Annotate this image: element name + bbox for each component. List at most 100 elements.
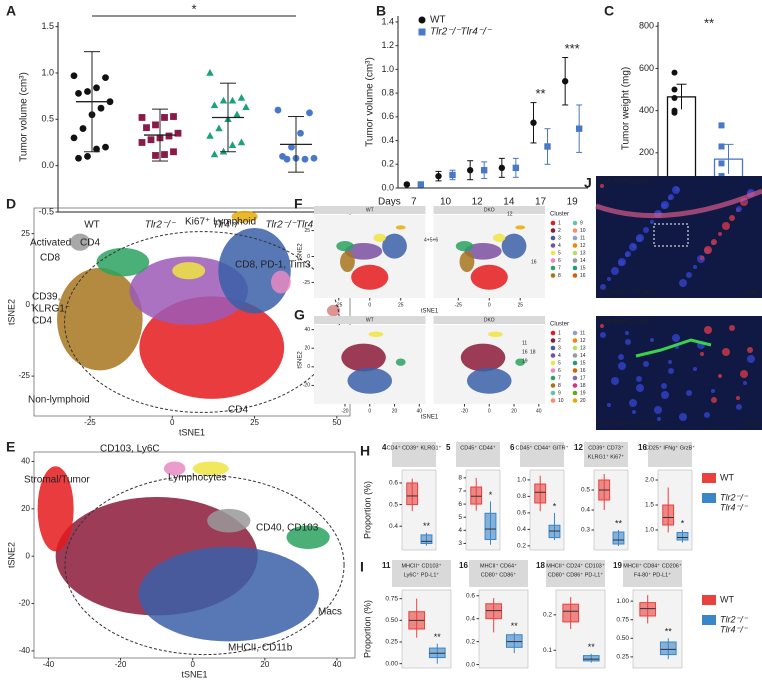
legend-swatch <box>572 243 578 248</box>
point <box>70 72 78 80</box>
y-tick-label: -40 <box>18 646 30 655</box>
point <box>403 181 411 188</box>
x-axis-label: tSNE1 <box>421 415 439 421</box>
legend-swatch <box>572 330 578 336</box>
legend-swatch <box>550 265 556 271</box>
facet-label: DKO <box>484 208 495 214</box>
legend-label: 2 <box>558 228 561 234</box>
legend-label: 14 <box>580 258 586 264</box>
legend-swatch <box>572 273 578 278</box>
legend-swatch <box>572 375 578 381</box>
y-tick-label: 0.4 <box>381 135 394 145</box>
legend-swatch <box>550 273 556 278</box>
point <box>310 154 318 162</box>
legend-label: 8 <box>558 273 561 279</box>
y-tick-label: 0.25 <box>385 639 398 646</box>
point <box>210 101 219 109</box>
point <box>242 103 250 110</box>
nucleus <box>668 194 674 200</box>
point <box>143 124 150 132</box>
legend-swatch <box>572 228 578 233</box>
y-tick-label: 0.3 <box>581 527 590 534</box>
nucleus <box>661 391 669 399</box>
nucleus <box>607 403 611 407</box>
scale-label: 50 µm <box>745 421 758 426</box>
cluster-cloud <box>395 225 406 230</box>
annotation: Activated <box>30 238 71 249</box>
y-tick-label: 0.6 <box>381 111 394 121</box>
point <box>138 139 146 146</box>
panel-number: 12 <box>574 443 583 452</box>
legend-label: 10 <box>558 398 564 404</box>
nucleus <box>618 258 626 266</box>
x-tick-label: 0 <box>170 418 175 427</box>
point <box>417 181 425 188</box>
panel-label: D <box>6 196 16 212</box>
y-tick-label: 40 <box>21 457 30 466</box>
legend-swatch <box>572 368 578 373</box>
cluster-cloud <box>501 233 527 259</box>
panel-number: 6 <box>510 443 515 452</box>
y-tick-label: 1.5 <box>645 502 654 509</box>
legend-label: Tlr2⁻/⁻ <box>720 492 749 502</box>
cluster-cloud <box>488 331 503 338</box>
nucleus <box>718 374 722 378</box>
y-tick-label: 0.2 <box>543 612 552 619</box>
y-tick-label: 0.5 <box>581 487 590 494</box>
cluster-cloud <box>470 264 508 290</box>
annotation: CD103, Ly6C <box>100 444 160 455</box>
y-tick-label: -25 <box>18 371 30 380</box>
point <box>561 78 569 85</box>
channel-legend: DAPI/MMP2/CD45 <box>599 180 650 186</box>
y-tick-label: 6 <box>458 501 462 508</box>
point <box>283 155 291 163</box>
nucleus <box>625 251 631 257</box>
cluster-cloud <box>172 262 206 280</box>
point <box>498 164 506 172</box>
legend-label: 15 <box>580 265 586 271</box>
annotation: Macs <box>318 607 342 618</box>
point <box>152 152 159 159</box>
annotation: Stromal/Tumor <box>24 475 90 486</box>
annotation: CD40, CD103 <box>256 523 319 534</box>
legend-swatch <box>572 383 578 388</box>
nucleus <box>679 279 687 287</box>
panel-title: MHCII⁺ CD24⁺ CD103⁺ <box>546 562 605 569</box>
legend-label: WT <box>720 472 734 482</box>
y-tick-label: 0.5 <box>41 114 54 124</box>
nucleus <box>747 355 755 363</box>
y-tick-label: 800 <box>639 21 654 31</box>
title-strip <box>584 442 628 467</box>
legend-label: 1 <box>558 330 561 336</box>
box <box>484 512 497 541</box>
legend-label: 3 <box>558 235 561 241</box>
vessel <box>635 338 712 358</box>
legend-label: 18 <box>580 383 586 389</box>
legend-swatch <box>550 398 556 403</box>
cluster-cloud <box>515 358 526 366</box>
panel-title: CD80⁺ CD86⁺ PD-L1⁺ <box>548 571 604 578</box>
panel-title: CD45⁺ CD44⁺ GITR⁺ <box>515 444 568 451</box>
panel-label: A <box>6 3 16 19</box>
nucleus <box>636 234 644 242</box>
nucleus <box>704 326 712 334</box>
nucleus <box>625 331 629 335</box>
y-tick-label: 0 <box>307 254 310 260</box>
y-tick-label: 0 <box>307 364 310 370</box>
cluster-cloud <box>382 233 407 259</box>
panel-title: CD25⁺ IFNg⁺ GrzB⁺ <box>645 444 695 451</box>
y-tick-label: 40 <box>304 327 310 333</box>
point <box>274 106 282 114</box>
nucleus <box>722 222 730 230</box>
cluster-cloud <box>129 256 248 325</box>
title-strip <box>520 442 564 467</box>
nucleus <box>743 381 747 385</box>
nucleus <box>722 348 730 356</box>
x-tick-label: 0 <box>190 660 195 669</box>
box <box>420 534 433 545</box>
legend-label: 4 <box>558 353 561 359</box>
legend-label: 10 <box>580 228 586 234</box>
cluster-cloud <box>351 264 389 290</box>
legend-label: 8 <box>558 383 561 389</box>
point <box>671 69 678 76</box>
